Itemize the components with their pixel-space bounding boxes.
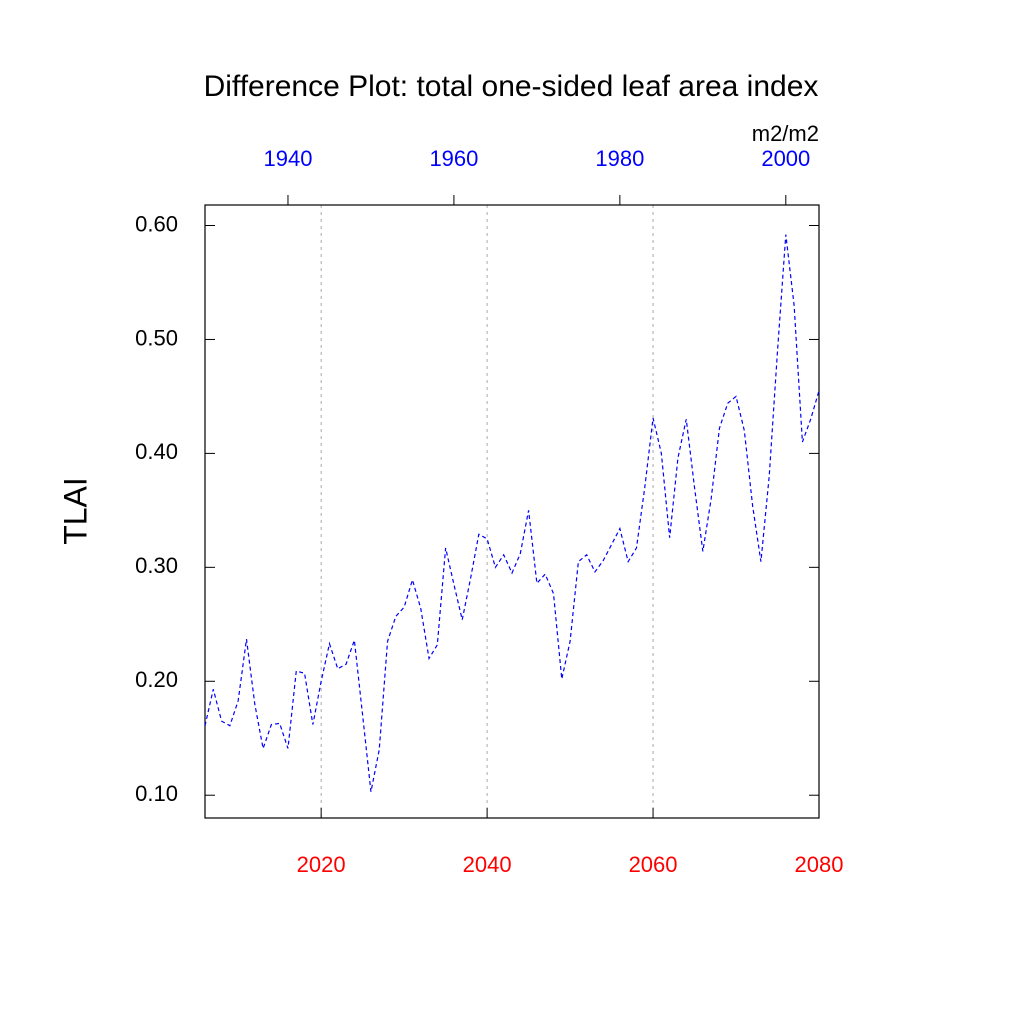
x2-tick-label: 2000 bbox=[761, 146, 810, 171]
data-line bbox=[204, 234, 820, 792]
x2-tick-label: 1940 bbox=[263, 146, 312, 171]
x-tick-label: 2020 bbox=[297, 852, 346, 877]
chart-title: Difference Plot: total one-sided leaf ar… bbox=[204, 70, 819, 103]
x-tick-label: 2040 bbox=[463, 852, 512, 877]
x2-tick-label: 1960 bbox=[429, 146, 478, 171]
x-tick-label: 2060 bbox=[629, 852, 678, 877]
x-tick-label: 2080 bbox=[795, 852, 844, 877]
y-tick-label: 0.60 bbox=[135, 211, 178, 236]
y-axis-label: TLAI bbox=[57, 477, 93, 545]
units-label: m2/m2 bbox=[752, 121, 819, 146]
y-tick-label: 0.10 bbox=[135, 781, 178, 806]
y-tick-label: 0.20 bbox=[135, 667, 178, 692]
y-tick-label: 0.30 bbox=[135, 553, 178, 578]
y-tick-label: 0.40 bbox=[135, 439, 178, 464]
y-tick-label: 0.50 bbox=[135, 325, 178, 350]
x2-tick-label: 1980 bbox=[595, 146, 644, 171]
plot-frame bbox=[204, 204, 820, 819]
